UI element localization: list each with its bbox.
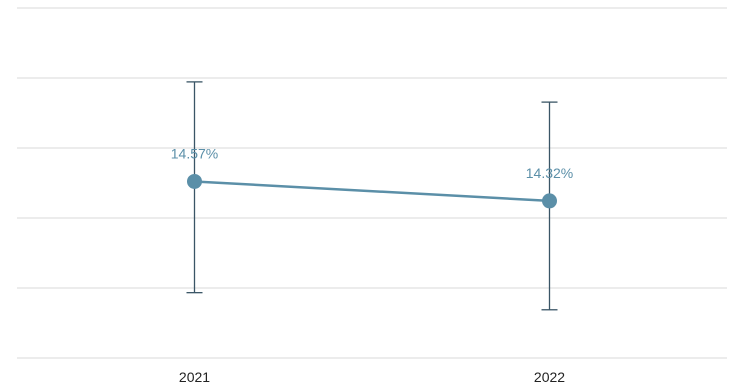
data-label: 14.57% <box>171 145 218 161</box>
x-tick-label: 2022 <box>534 369 565 385</box>
data-point[interactable] <box>187 173 202 189</box>
x-tick-labels: 2021 2022 <box>179 369 565 385</box>
data-point[interactable] <box>542 193 557 209</box>
x-tick-label: 2021 <box>179 369 210 385</box>
data-points <box>187 173 557 209</box>
series-line <box>194 180 550 203</box>
grid-lines <box>17 7 727 359</box>
series-line-layer <box>194 180 550 203</box>
error-bars <box>186 81 558 311</box>
data-labels: 14.57% 14.32% <box>171 145 573 180</box>
data-label: 14.32% <box>526 165 573 181</box>
